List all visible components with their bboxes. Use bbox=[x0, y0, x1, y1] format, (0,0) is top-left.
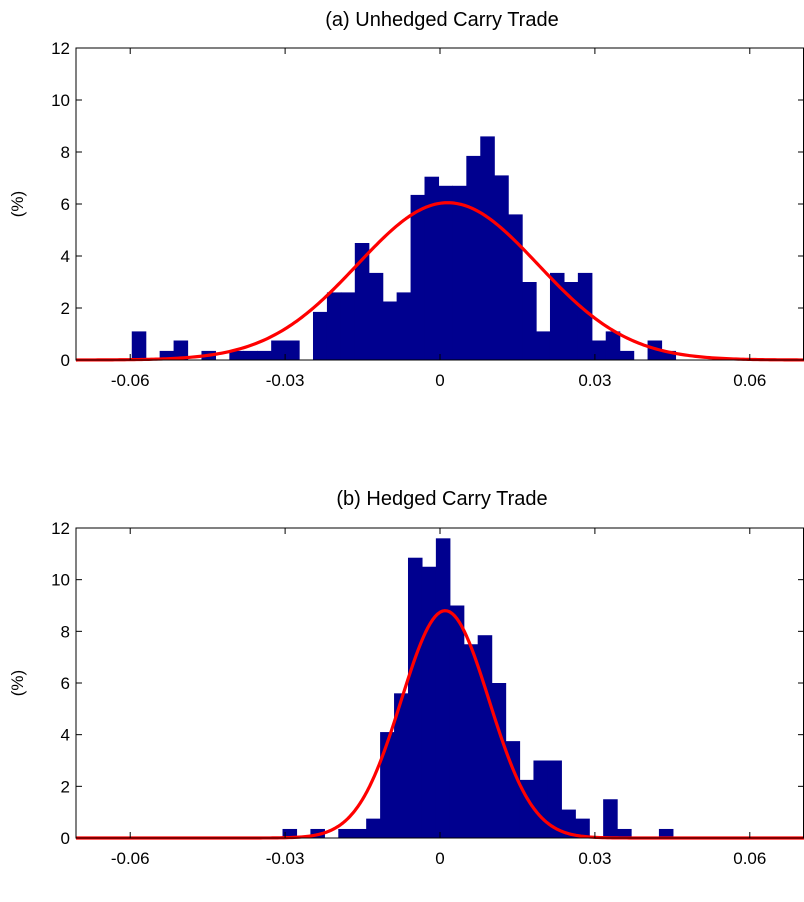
histogram-bar bbox=[494, 175, 509, 360]
histogram-bar bbox=[508, 214, 523, 360]
histogram-bar bbox=[452, 185, 467, 360]
histogram-bar bbox=[591, 340, 607, 360]
histogram-bar bbox=[368, 272, 384, 360]
histogram-bar bbox=[533, 760, 548, 838]
y-tick-label: 10 bbox=[51, 571, 70, 590]
y-tick-label: 12 bbox=[51, 519, 70, 538]
histogram-bar bbox=[575, 818, 590, 839]
x-tick-label: 0.06 bbox=[733, 849, 766, 868]
histogram-bar bbox=[312, 311, 328, 360]
y-tick-label: 10 bbox=[51, 91, 70, 110]
histogram-bar bbox=[173, 340, 189, 360]
x-tick-label: -0.03 bbox=[266, 849, 305, 868]
histogram-bar bbox=[382, 301, 398, 360]
y-tick-label: 2 bbox=[61, 777, 70, 796]
histogram-bar bbox=[424, 176, 440, 360]
histogram-bar bbox=[354, 243, 370, 360]
histogram-bar bbox=[421, 566, 437, 838]
x-tick-label: 0.06 bbox=[733, 371, 766, 390]
histogram-bar bbox=[407, 557, 423, 838]
histogram-bar bbox=[282, 828, 298, 838]
histogram-bar bbox=[603, 799, 618, 838]
histogram-bar bbox=[396, 292, 412, 360]
histogram-bar bbox=[380, 732, 395, 838]
y-tick-label: 8 bbox=[61, 622, 70, 641]
histogram-bar bbox=[522, 282, 537, 360]
x-tick-label: 0 bbox=[435, 849, 444, 868]
histogram-bar bbox=[159, 350, 175, 360]
x-tick-label: -0.03 bbox=[266, 371, 305, 390]
histogram-bar bbox=[547, 760, 562, 838]
histogram-bar bbox=[477, 635, 493, 838]
y-tick-label: 0 bbox=[61, 351, 70, 370]
histogram-bar bbox=[435, 538, 451, 838]
histogram-bar bbox=[617, 828, 632, 838]
histogram-bar bbox=[480, 136, 495, 360]
x-tick-label: 0.03 bbox=[578, 849, 611, 868]
chart-title: (b) Hedged Carry Trade bbox=[336, 488, 547, 510]
y-axis-label: (%) bbox=[8, 670, 27, 696]
histogram-bar bbox=[257, 350, 272, 360]
histogram-bar bbox=[394, 693, 409, 838]
histogram-bar bbox=[131, 331, 147, 360]
histogram-bar bbox=[410, 194, 426, 360]
y-tick-label: 8 bbox=[61, 143, 70, 162]
histogram-bar bbox=[549, 272, 565, 360]
histogram-bar bbox=[463, 644, 479, 838]
histogram-bar bbox=[285, 340, 300, 360]
x-tick-label: 0.03 bbox=[578, 371, 611, 390]
histogram-bars bbox=[131, 136, 677, 360]
histogram-bar bbox=[577, 272, 593, 360]
normal-fit-curve bbox=[75, 201, 804, 362]
histogram-bars bbox=[282, 538, 674, 839]
histogram-bar bbox=[243, 350, 258, 360]
histogram-bar bbox=[491, 683, 507, 838]
x-tick-label: 0 bbox=[435, 371, 444, 390]
histogram-bar bbox=[619, 350, 635, 360]
histogram-bar bbox=[366, 818, 381, 839]
x-tick-label: -0.06 bbox=[111, 371, 150, 390]
histogram-bar bbox=[536, 331, 551, 360]
y-tick-label: 4 bbox=[61, 247, 70, 266]
histogram-bar bbox=[466, 155, 481, 360]
histogram-bar bbox=[505, 741, 521, 839]
y-tick-label: 6 bbox=[61, 674, 70, 693]
y-tick-label: 6 bbox=[61, 195, 70, 214]
histogram-bar bbox=[352, 828, 367, 838]
histogram-bar bbox=[271, 340, 286, 360]
histogram-bar bbox=[340, 292, 356, 360]
y-tick-label: 4 bbox=[61, 726, 70, 745]
y-axis-label: (%) bbox=[8, 191, 27, 217]
histogram-bar bbox=[661, 350, 677, 360]
histogram-bar bbox=[449, 605, 465, 838]
x-tick-label: -0.06 bbox=[111, 849, 150, 868]
y-tick-label: 0 bbox=[61, 829, 70, 848]
chart-title: (a) Unhedged Carry Trade bbox=[325, 9, 558, 31]
histogram-bar bbox=[326, 292, 342, 360]
histogram-bar bbox=[658, 828, 674, 838]
y-tick-label: 2 bbox=[61, 299, 70, 318]
y-tick-label: 12 bbox=[51, 39, 70, 58]
panel-unhedged-carry-trade: (a) Unhedged Carry Trade (%) 0 2 4 6 8 10 12 -0… bbox=[8, 9, 804, 390]
histogram-bar bbox=[438, 185, 453, 360]
histogram-bar bbox=[338, 828, 353, 838]
panel-hedged-carry-trade: (b) Hedged Carry Trade (%) 0 2 4 6 8 10 12 -0.0… bbox=[8, 488, 804, 868]
histogram-bar bbox=[605, 331, 621, 360]
histogram-bar bbox=[229, 350, 244, 360]
